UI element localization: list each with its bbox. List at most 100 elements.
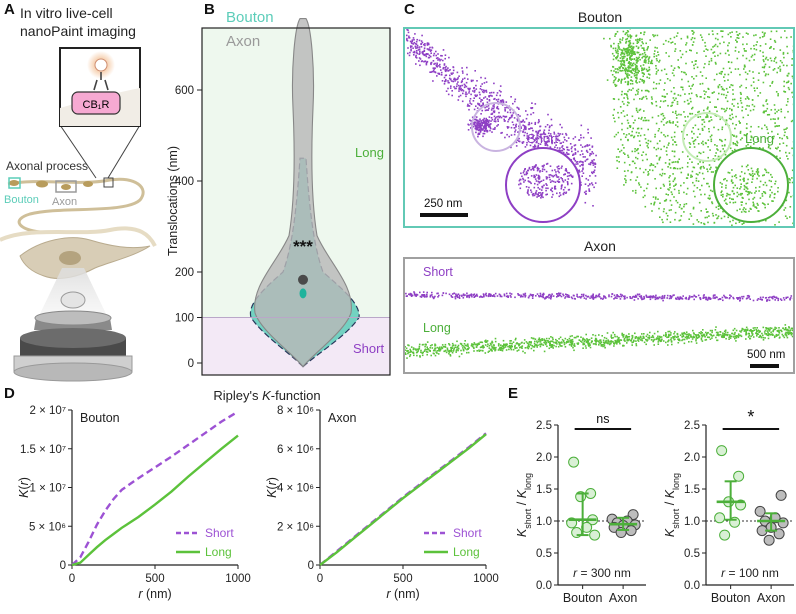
localization-point xyxy=(651,103,654,105)
localization-point xyxy=(634,76,637,79)
localization-point xyxy=(580,336,582,338)
localization-point xyxy=(521,347,523,349)
localization-point xyxy=(573,343,576,345)
localization-point xyxy=(502,101,505,104)
localization-point xyxy=(428,54,431,57)
localization-point xyxy=(443,64,446,66)
localization-point xyxy=(520,342,523,344)
localization-point xyxy=(518,183,520,186)
localization-point xyxy=(514,98,517,101)
localization-point xyxy=(729,335,731,337)
localization-point xyxy=(493,128,496,130)
localization-point xyxy=(786,52,789,55)
localization-point xyxy=(762,334,764,337)
localization-point xyxy=(727,193,729,196)
localization-point xyxy=(475,125,477,127)
localization-point xyxy=(776,71,778,74)
localization-point xyxy=(468,108,470,111)
localization-point xyxy=(767,132,769,134)
localization-point xyxy=(725,187,727,189)
localization-point xyxy=(485,81,488,83)
localization-point xyxy=(643,49,645,51)
localization-point xyxy=(452,80,455,83)
localization-point xyxy=(493,106,495,108)
localization-point xyxy=(640,295,643,297)
localization-point xyxy=(441,294,444,297)
localization-point xyxy=(502,347,504,350)
localization-point xyxy=(543,184,545,187)
data-point-bouton xyxy=(568,456,580,468)
localization-point xyxy=(508,118,510,121)
localization-point xyxy=(621,57,624,60)
localization-point xyxy=(550,189,552,191)
localization-point xyxy=(769,46,772,49)
localization-point xyxy=(721,190,723,192)
localization-point xyxy=(540,189,543,191)
localization-point xyxy=(622,152,625,154)
localization-point xyxy=(729,201,731,204)
localization-point xyxy=(663,200,666,202)
localization-point xyxy=(669,79,671,82)
localization-point xyxy=(627,101,629,104)
localization-point xyxy=(411,45,413,48)
localization-point xyxy=(527,136,529,139)
localization-point xyxy=(451,342,454,345)
localization-point xyxy=(466,296,469,298)
localization-point xyxy=(503,294,506,297)
localization-point xyxy=(475,84,477,87)
localization-point xyxy=(455,351,457,353)
localization-point xyxy=(436,346,439,349)
localization-point xyxy=(668,209,671,212)
localization-point xyxy=(565,132,567,135)
localization-point xyxy=(443,63,446,65)
localization-point xyxy=(752,203,755,205)
localization-point xyxy=(775,335,778,337)
localization-point xyxy=(737,298,739,300)
localization-point xyxy=(714,106,716,108)
localization-point xyxy=(757,126,760,128)
localization-point xyxy=(485,128,487,130)
localization-point xyxy=(551,139,553,142)
x-tick-label: 500 xyxy=(393,573,412,585)
localization-point xyxy=(724,52,727,55)
localization-point xyxy=(496,295,499,297)
localization-point xyxy=(668,162,671,165)
localization-point xyxy=(442,345,445,348)
localization-point xyxy=(684,93,686,95)
localization-point xyxy=(683,100,686,103)
localization-point xyxy=(636,42,639,44)
y-tick-label: 0 xyxy=(308,560,314,572)
localization-point xyxy=(531,168,534,170)
localization-point xyxy=(732,122,734,125)
localization-point xyxy=(534,103,537,105)
localization-point xyxy=(488,347,491,349)
localization-point xyxy=(535,174,538,176)
localization-point xyxy=(570,182,573,185)
localization-point xyxy=(715,166,717,169)
localization-point xyxy=(624,48,626,51)
localization-point xyxy=(518,140,521,143)
localization-point xyxy=(458,355,461,358)
x-tick-label: Axon xyxy=(609,591,638,605)
localization-point xyxy=(451,351,454,354)
localization-point xyxy=(697,111,699,114)
localization-point xyxy=(501,347,503,350)
localization-point xyxy=(791,169,794,172)
localization-point xyxy=(643,333,645,335)
localization-point xyxy=(654,166,657,168)
localization-point xyxy=(552,338,554,341)
localization-point xyxy=(647,171,649,173)
localization-point xyxy=(739,187,741,190)
localization-point xyxy=(540,137,543,140)
localization-point xyxy=(718,92,720,95)
localization-point xyxy=(636,157,639,160)
localization-point xyxy=(631,68,634,71)
localization-point xyxy=(750,56,753,58)
localization-point xyxy=(699,83,702,85)
series-short-line xyxy=(71,410,239,566)
x-tick-label: 500 xyxy=(145,573,164,585)
localization-point xyxy=(720,217,723,220)
localization-point xyxy=(711,335,714,337)
localization-point xyxy=(671,343,673,346)
localization-point xyxy=(766,103,769,105)
